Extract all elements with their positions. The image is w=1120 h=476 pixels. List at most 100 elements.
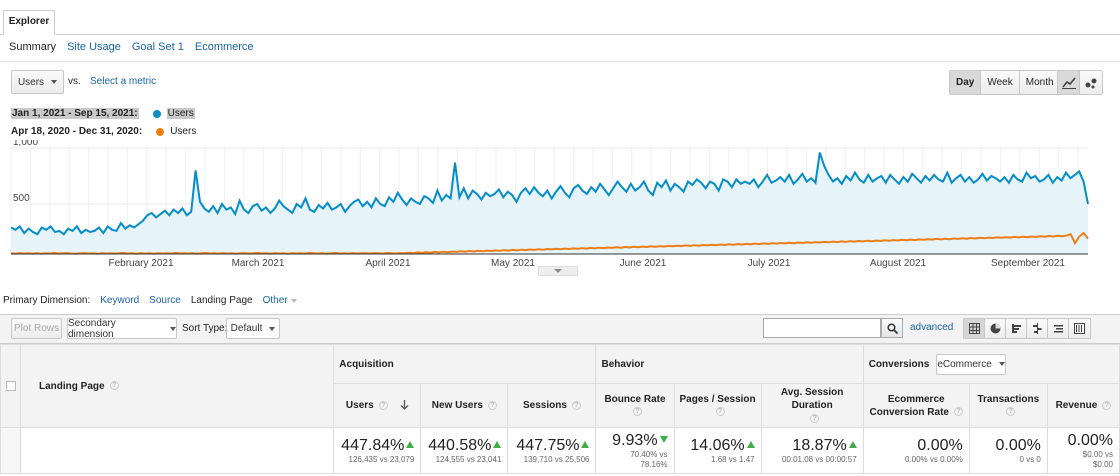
- col-pages-session[interactable]: Pages / Session?: [673, 383, 762, 428]
- behavior-group: Behavior: [595, 344, 864, 384]
- pivot-view-icon[interactable]: [1069, 319, 1090, 338]
- tab-site-usage[interactable]: Site Usage: [67, 41, 121, 53]
- plot-rows-button[interactable]: Plot Rows: [11, 318, 62, 339]
- sort-type-dropdown[interactable]: Default: [226, 318, 280, 339]
- chevron-down-icon: [170, 326, 176, 331]
- chevron-down-icon: [554, 269, 562, 273]
- conversions-dropdown-label: eCommerce: [937, 358, 992, 370]
- select-metric-link[interactable]: Select a metric: [90, 76, 157, 87]
- explorer-tab[interactable]: Explorer: [3, 10, 55, 35]
- total-value: 0.00%: [1067, 431, 1113, 449]
- help-icon[interactable]: ?: [487, 400, 497, 410]
- month-button[interactable]: Month: [1019, 71, 1060, 94]
- col-ecommerce-conversion-rate[interactable]: Ecommerce Conversion Rate?: [862, 383, 970, 428]
- search-button[interactable]: [881, 318, 903, 338]
- secondary-dimension-dropdown[interactable]: Secondary dimension: [67, 318, 177, 340]
- acquisition-group: Acquisition: [333, 344, 597, 384]
- tab-divider: [0, 34, 1120, 35]
- series-area-0: [11, 152, 1088, 254]
- metric-dropdown[interactable]: Users: [11, 70, 64, 94]
- table-search-input[interactable]: [763, 318, 881, 338]
- col-avg-session-duration[interactable]: Avg. Session Duration?: [760, 383, 864, 428]
- x-tick-label: September 2021: [991, 258, 1065, 269]
- data-table-view-icon[interactable]: [964, 319, 985, 338]
- help-icon[interactable]: ?: [1102, 400, 1112, 410]
- total-value: 14.06%: [690, 436, 745, 454]
- tab-summary[interactable]: Summary: [9, 41, 57, 53]
- tab-ecommerce[interactable]: Ecommerce: [194, 41, 254, 53]
- chevron-down-icon: [269, 326, 276, 331]
- col-new-users-label: New Users: [431, 400, 483, 411]
- chevron-down-icon: [998, 362, 1005, 366]
- help-icon[interactable]: ?: [1006, 407, 1016, 417]
- select-all-checkbox[interactable]: [5, 381, 16, 391]
- dimension-keyword[interactable]: Keyword: [100, 295, 140, 306]
- report-table: Landing Page? Acquisition Behavior Conve…: [0, 344, 1120, 474]
- x-tick-label: July 2021: [748, 258, 791, 269]
- week-button[interactable]: Week: [981, 71, 1020, 94]
- col-revenue[interactable]: Revenue?: [1046, 383, 1120, 428]
- table-toolbar: [0, 314, 1120, 344]
- col-sessions-label: Sessions: [522, 400, 567, 411]
- vs-label: vs.: [68, 76, 81, 87]
- col-sessions[interactable]: Sessions?: [507, 383, 597, 428]
- x-tick-label: March 2021: [232, 258, 285, 269]
- help-icon[interactable]: ?: [633, 407, 643, 417]
- total-value: 447.75%: [516, 436, 580, 454]
- total-sessions-cell: 447.75% 139,710 vs 25,506: [507, 427, 597, 474]
- pie-view-icon[interactable]: [985, 319, 1006, 338]
- x-tick-label: April 2021: [365, 258, 410, 269]
- dimension-landing-page[interactable]: Landing Page: [190, 295, 253, 306]
- totals-row: 447.84% 126,435 vs 23,079 440.58% 124,555 …: [0, 427, 1120, 474]
- search-icon: [886, 322, 898, 334]
- total-new-users-cell: 440.58% 124,555 vs 23,041: [420, 427, 509, 474]
- legend-metric-current: Users: [166, 108, 195, 119]
- help-icon[interactable]: ?: [109, 381, 119, 391]
- total-bounce-rate-cell: 9.93% 70.40% vs 78.16%: [595, 427, 675, 474]
- performance-view-icon[interactable]: [1006, 319, 1027, 338]
- x-tick-label: August 2021: [870, 258, 927, 269]
- conversions-dropdown[interactable]: eCommerce: [936, 353, 1007, 375]
- day-button[interactable]: Day: [950, 71, 982, 94]
- term-cloud-view-icon[interactable]: [1048, 319, 1069, 338]
- col-transactions[interactable]: Transactions?: [968, 383, 1048, 428]
- tab-goal-set-1[interactable]: Goal Set 1: [131, 41, 184, 53]
- total-compare: 0 vs 0: [1019, 454, 1041, 464]
- total-value: 440.58%: [428, 436, 492, 454]
- col-revenue-label: Revenue: [1055, 400, 1098, 411]
- total-value: 9.93%: [612, 431, 658, 449]
- x-tick-label: May 2021: [491, 258, 535, 269]
- total-compare: 00:01:08 vs 00:00:57: [781, 454, 857, 464]
- total-value: 447.84%: [341, 436, 405, 454]
- chart-resize-handle[interactable]: [538, 266, 578, 276]
- total-transactions-cell: 0.00% 0 vs 0: [968, 427, 1048, 474]
- help-icon[interactable]: ?: [953, 407, 963, 417]
- chevron-down-icon: [290, 299, 297, 303]
- x-tick-label: February 2021: [108, 258, 173, 269]
- col-new-users[interactable]: New Users?: [420, 383, 509, 428]
- comparison-view-icon[interactable]: [1027, 319, 1048, 338]
- advanced-link[interactable]: advanced: [910, 322, 954, 333]
- legend-range-current: Jan 1, 2021 - Sep 15, 2021:: [11, 108, 139, 119]
- table-view-toggle: [963, 318, 1091, 339]
- metric-dropdown-label: Users: [17, 76, 45, 88]
- help-icon[interactable]: ?: [378, 400, 388, 410]
- help-icon[interactable]: ?: [571, 400, 581, 410]
- motion-chart-icon[interactable]: [1080, 71, 1102, 94]
- help-icon[interactable]: ?: [810, 413, 820, 423]
- trend-up-icon: [581, 440, 590, 448]
- primary-dimension-row: Primary Dimension: Keyword Source Landin…: [3, 295, 297, 306]
- total-users-cell: 447.84% 126,435 vs 23,079: [333, 427, 422, 474]
- landing-page-header[interactable]: Landing Page?: [20, 344, 335, 428]
- line-chart-icon[interactable]: [1058, 71, 1080, 94]
- dimension-other[interactable]: Other: [263, 295, 297, 306]
- col-users[interactable]: Users?: [333, 383, 422, 428]
- legend-range-previous: Apr 18, 2020 - Dec 31, 2020:: [11, 126, 143, 137]
- dimension-source[interactable]: Source: [149, 295, 181, 306]
- col-bounce-rate[interactable]: Bounce Rate?: [595, 383, 675, 428]
- chevron-down-icon: [51, 80, 58, 84]
- sort-type-label: Sort Type:: [182, 323, 228, 334]
- col-bounce-rate-label: Bounce Rate: [604, 393, 666, 405]
- y-tick-label: 1,000: [13, 140, 38, 148]
- help-icon[interactable]: ?: [715, 407, 725, 417]
